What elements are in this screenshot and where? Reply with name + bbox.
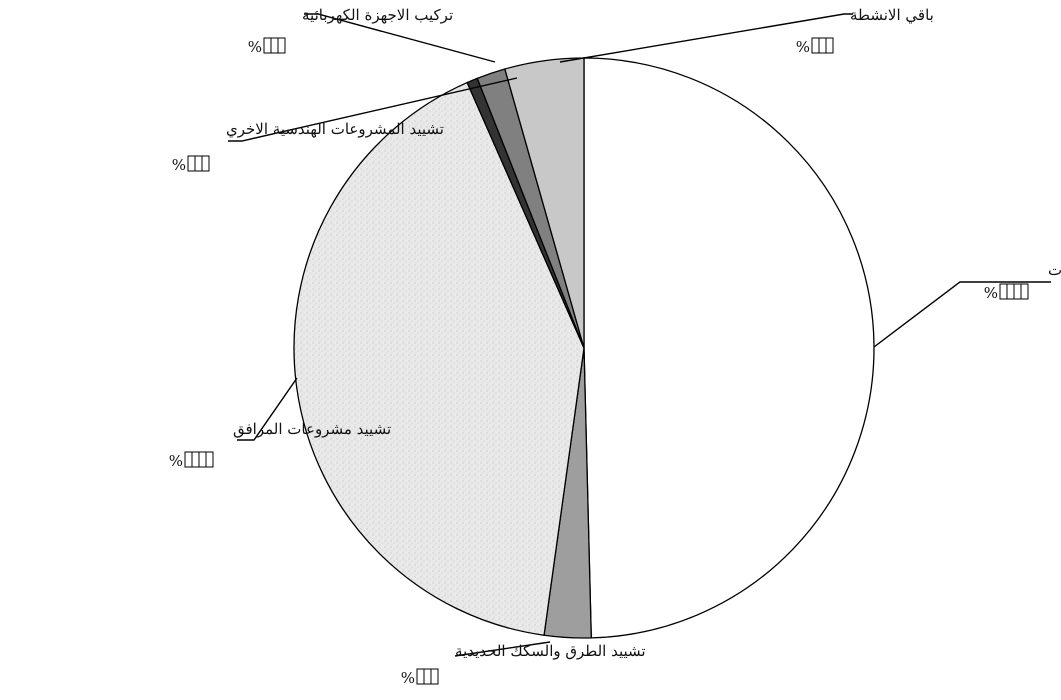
pie-labels: تشييد البنايات% تشييد الطرق والسكك الحديد… bbox=[169, 6, 1061, 687]
value-glyph-box bbox=[198, 451, 207, 468]
slice-label-6: باقي الانشطة bbox=[850, 6, 934, 24]
value-glyph-box bbox=[270, 37, 279, 54]
slice-value-3: % bbox=[169, 452, 183, 470]
slice-value-1: % bbox=[984, 284, 998, 302]
value-glyph-box bbox=[999, 283, 1008, 300]
value-glyph-box bbox=[205, 451, 214, 468]
pie-slices bbox=[293, 57, 875, 639]
value-glyph-box bbox=[277, 37, 286, 54]
value-glyph-box bbox=[430, 668, 439, 685]
leader-line-5 bbox=[304, 13, 496, 63]
value-glyph-box bbox=[263, 37, 272, 54]
leader-line-6 bbox=[559, 13, 853, 63]
value-glyph-box bbox=[1020, 283, 1029, 300]
slice-label-5: تركيب الاجهزة الكهربائية bbox=[302, 6, 453, 24]
slice-label-4: تشييد المشروعات الهندسية الاخري bbox=[226, 120, 444, 138]
value-glyph-box bbox=[191, 451, 200, 468]
value-glyph-box bbox=[416, 668, 425, 685]
slice-label-2: تشييد الطرق والسكك الحديدية bbox=[455, 642, 646, 660]
value-glyph-box bbox=[194, 155, 203, 172]
value-glyph-box bbox=[818, 37, 827, 54]
value-glyph-box bbox=[201, 155, 210, 172]
value-glyph-box bbox=[423, 668, 432, 685]
leader-line-2 bbox=[454, 641, 551, 657]
leader-line-1 bbox=[873, 281, 1051, 348]
value-glyph-box bbox=[184, 451, 193, 468]
leader-line-3 bbox=[237, 377, 298, 441]
slice-value-5: % bbox=[248, 38, 262, 56]
pie-slice-1 bbox=[583, 57, 875, 639]
value-glyph-box bbox=[811, 37, 820, 54]
slice-label-1: تشييد البنايات bbox=[1048, 261, 1061, 279]
value-glyph-box bbox=[825, 37, 834, 54]
slice-label-3: تشييد مشروعات المرافق bbox=[233, 420, 391, 438]
slice-value-4: % bbox=[172, 156, 186, 174]
value-glyph-box bbox=[187, 155, 196, 172]
leader-line-4 bbox=[228, 77, 518, 142]
value-glyph-box bbox=[1013, 283, 1022, 300]
slice-value-6: % bbox=[796, 38, 810, 56]
pie-slice-3 bbox=[293, 81, 585, 636]
value-glyph-box bbox=[1006, 283, 1015, 300]
slice-value-2: % bbox=[401, 669, 415, 687]
